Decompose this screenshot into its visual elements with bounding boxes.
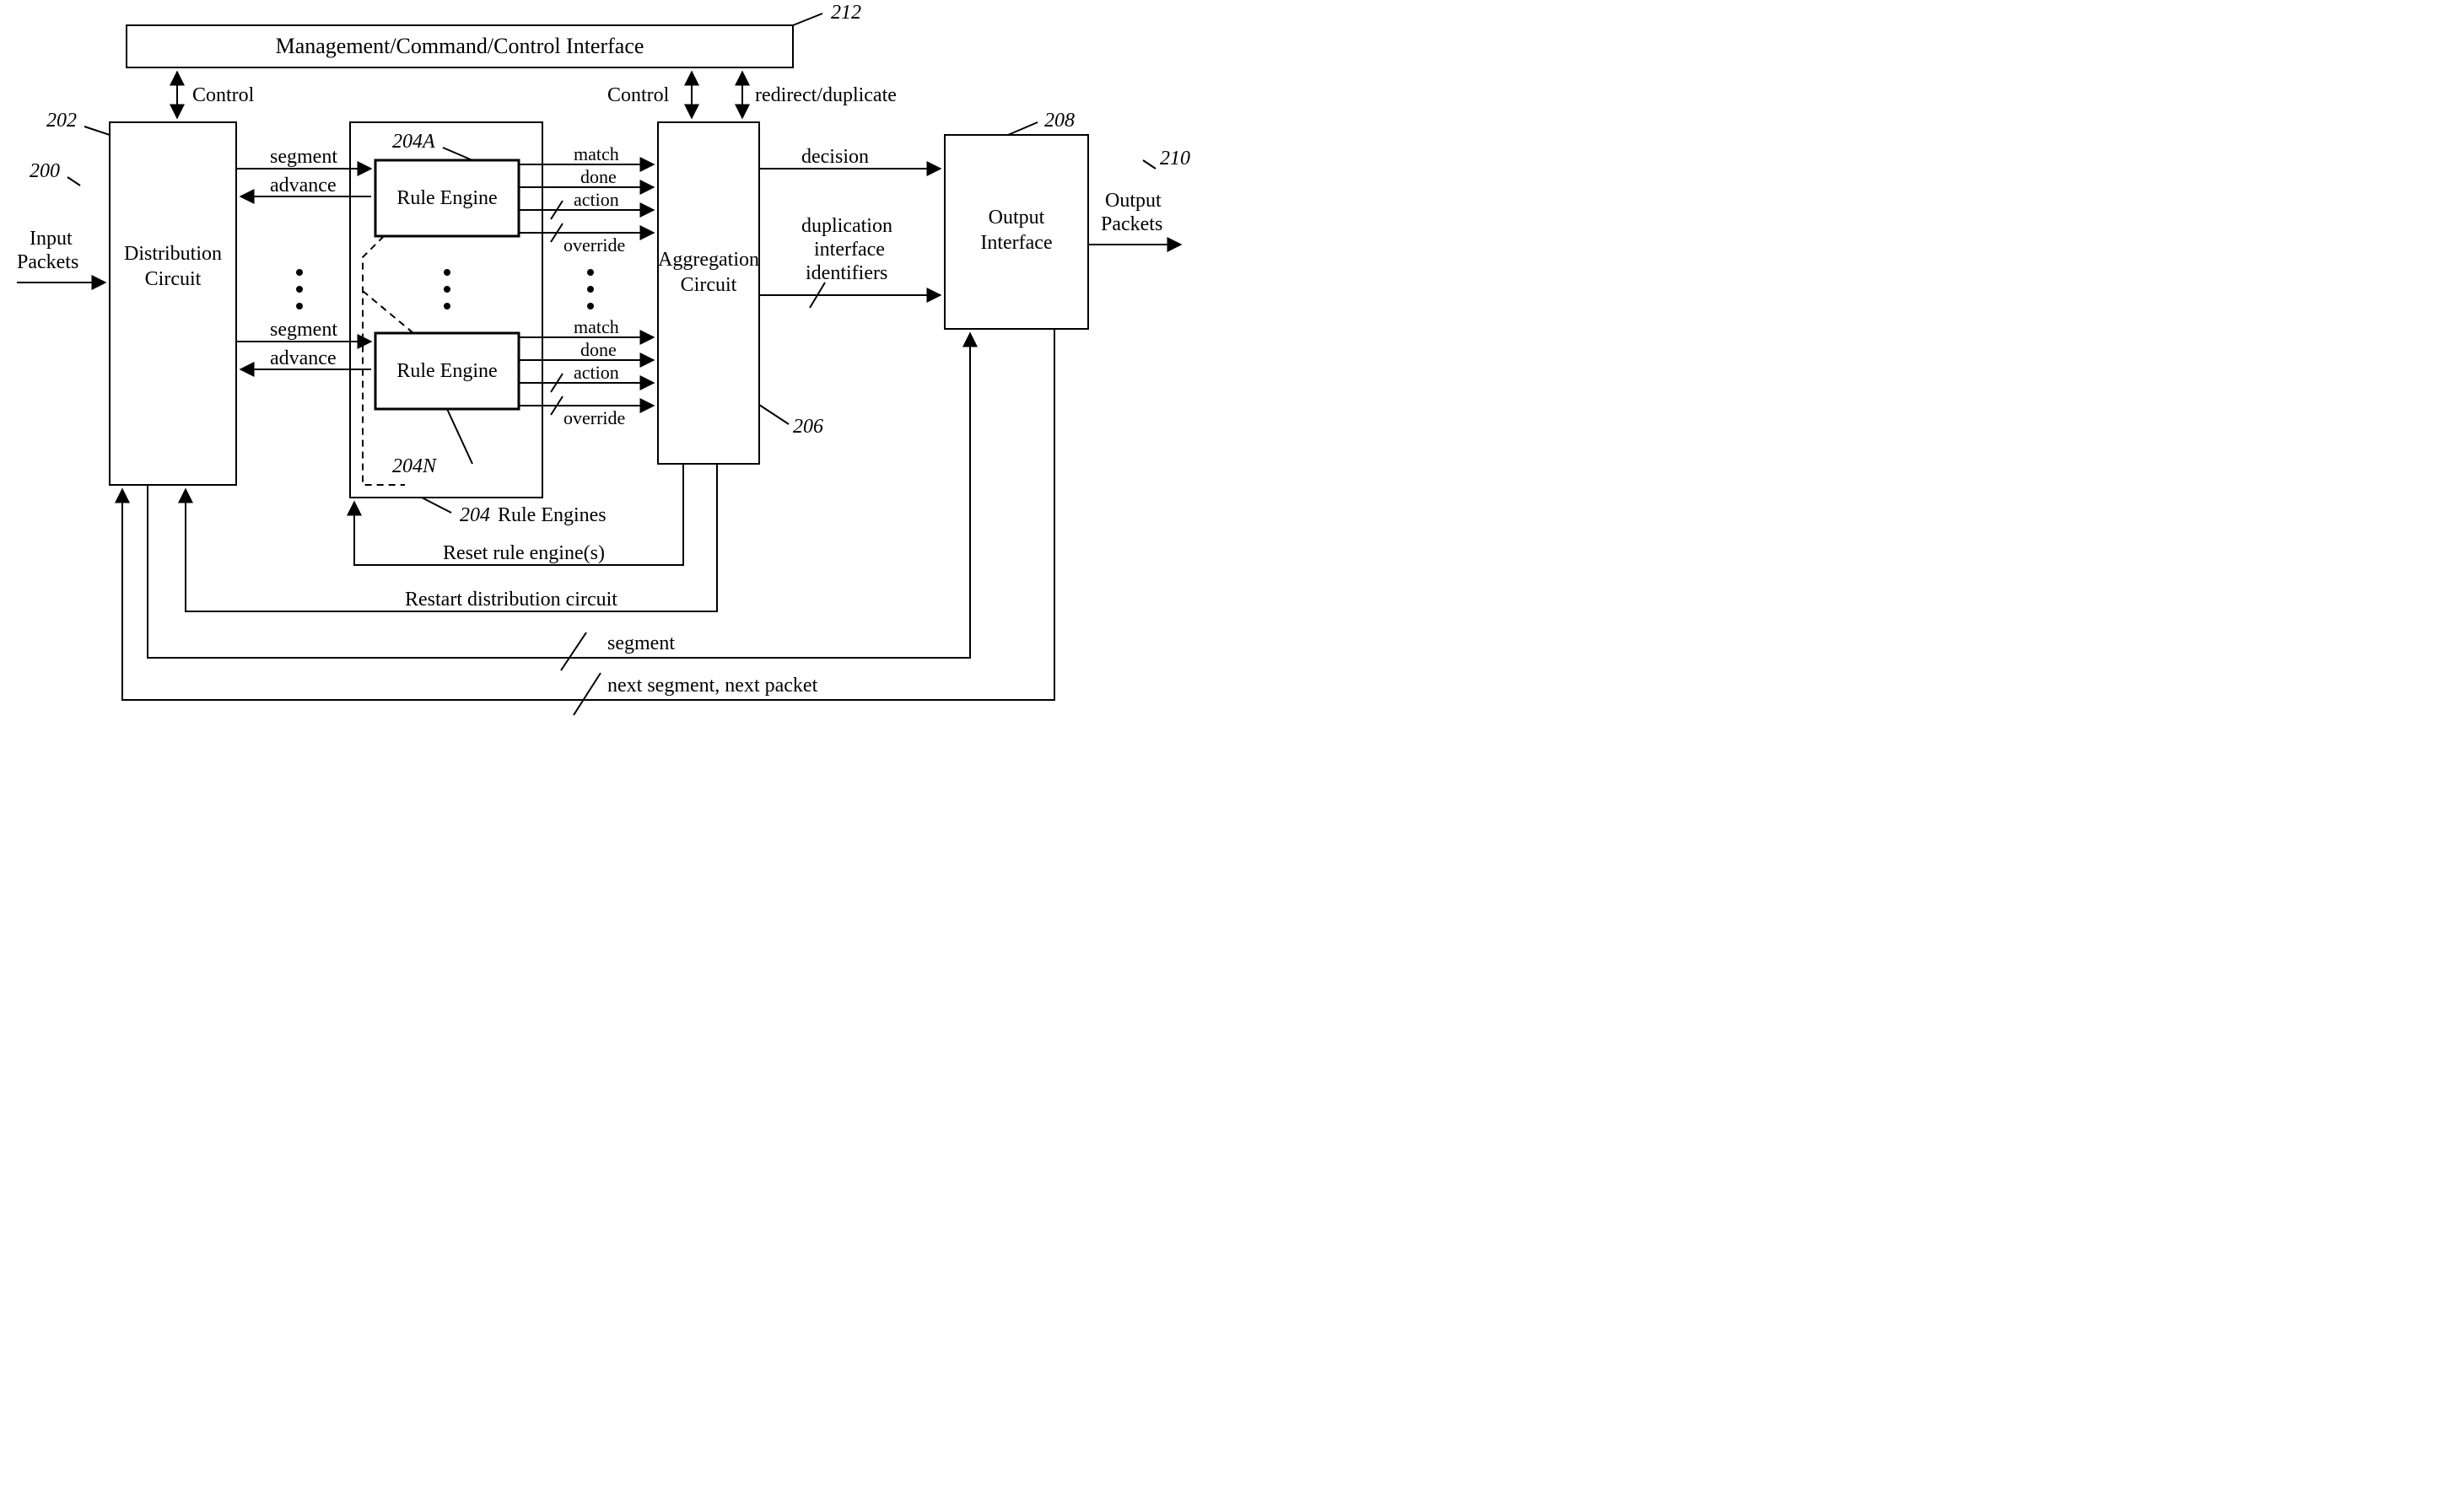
ref-200: 200 [30, 160, 60, 182]
ref-204a: 204A [392, 131, 435, 153]
distribution-circuit-box [110, 122, 236, 485]
reset-rule-engines-label: Reset rule engine(s) [443, 542, 605, 564]
ref-202-leader [84, 126, 110, 135]
ref-208-leader [1008, 122, 1038, 135]
override-a-label: override [563, 234, 625, 256]
ref-210: 210 [1160, 148, 1190, 170]
done-n-label: done [580, 339, 617, 360]
ref-210-leader [1143, 160, 1156, 169]
control-left-label: Control [192, 84, 255, 106]
aggregation-circuit-label-1: Aggregation [658, 249, 759, 271]
dup-ids-label-2: interface [814, 239, 885, 261]
action-n-label: action [574, 362, 619, 383]
ref-204-num: 204 [460, 504, 490, 526]
mgmt-interface-label: Management/Command/Control Interface [276, 34, 644, 58]
ref-212: 212 [831, 2, 861, 24]
output-packets-label-1: Output [1105, 190, 1162, 212]
done-a-label: done [580, 166, 617, 187]
control-right-label: Control [607, 84, 670, 106]
ellipsis-dots-right [587, 269, 594, 309]
dup-ids-label-1: duplication [801, 215, 892, 237]
aggregation-circuit-label-2: Circuit [681, 274, 737, 296]
next-segment-slash [574, 673, 601, 715]
match-a-label: match [574, 143, 619, 164]
override-n-label: override [563, 407, 625, 428]
ref-212-leader [793, 13, 822, 25]
action-a-label: action [574, 189, 619, 210]
rule-engine-n-label: Rule Engine [396, 360, 497, 382]
rule-engines-caption: Rule Engines [498, 504, 607, 526]
segment-feedback-slash [561, 632, 586, 670]
segment-feedback-label: segment [607, 632, 675, 654]
segment-a-label: segment [270, 146, 337, 168]
redirect-duplicate-label: redirect/duplicate [755, 84, 897, 106]
ref-200-leader [67, 177, 80, 186]
advance-a-label: advance [270, 175, 337, 196]
ref-204-leader [422, 498, 451, 513]
ref-206-leader [759, 405, 789, 424]
match-n-label: match [574, 316, 619, 337]
restart-dist-label: Restart distribution circuit [405, 589, 617, 611]
distribution-circuit-label-1: Distribution [124, 243, 222, 265]
segment-n-label: segment [270, 319, 337, 341]
ref-204n: 204N [392, 455, 438, 477]
input-packets-label-1: Input [30, 228, 73, 250]
output-interface-label-1: Output [989, 207, 1045, 229]
decision-label: decision [801, 146, 869, 168]
ref-202: 202 [46, 110, 77, 132]
output-packets-label-2: Packets [1101, 213, 1162, 235]
input-packets-label-2: Packets [17, 251, 78, 273]
output-interface-label-2: Interface [980, 232, 1052, 254]
dup-ids-label-3: identifiers [806, 262, 887, 284]
rule-engine-a-label: Rule Engine [396, 187, 497, 209]
next-segment-label: next segment, next packet [607, 675, 818, 697]
ellipsis-dots-left [296, 269, 303, 309]
distribution-circuit-label-2: Circuit [145, 268, 202, 290]
advance-n-label: advance [270, 347, 337, 369]
ref-208: 208 [1044, 110, 1075, 132]
ref-206: 206 [793, 416, 823, 438]
